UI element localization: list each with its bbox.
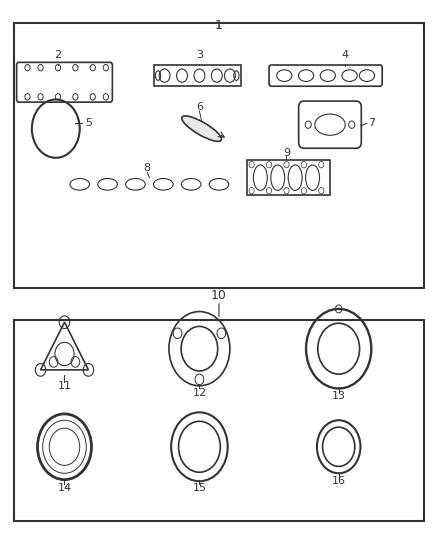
Text: 7: 7 [368,118,375,128]
Text: 1: 1 [215,19,223,32]
Text: 9: 9 [283,148,290,158]
Text: 4: 4 [342,51,349,60]
Text: 2: 2 [54,51,61,60]
Text: 11: 11 [57,381,71,391]
Text: 3: 3 [196,51,203,60]
Ellipse shape [182,116,222,141]
Text: 13: 13 [332,391,346,401]
Text: 5: 5 [85,118,92,128]
Text: 6: 6 [196,102,203,112]
Text: 8: 8 [144,164,151,173]
Text: 15: 15 [192,483,206,493]
Text: 12: 12 [192,387,206,398]
Text: 10: 10 [211,289,227,302]
Text: 16: 16 [332,477,346,486]
Text: 14: 14 [57,483,71,493]
